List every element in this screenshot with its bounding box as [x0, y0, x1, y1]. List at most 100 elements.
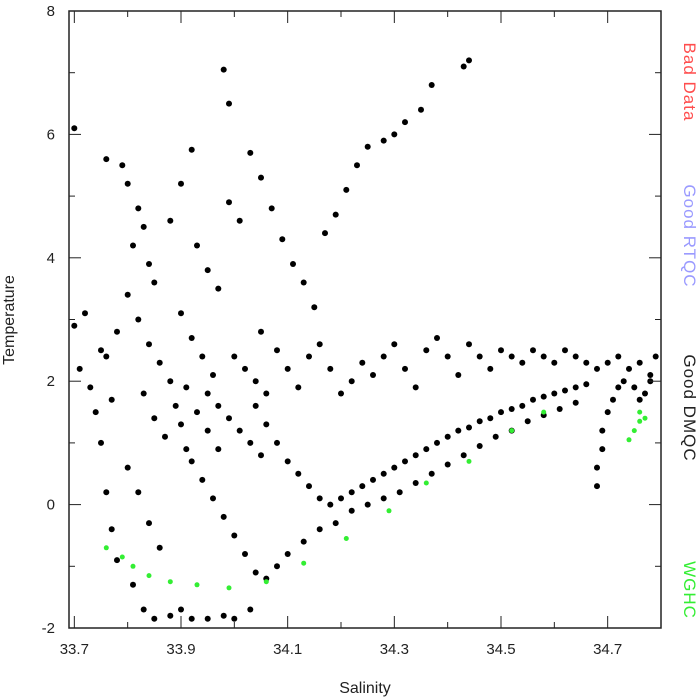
dmqc-point-3: [82, 310, 88, 317]
dmqc-point-196: [263, 390, 270, 397]
dmqc-point-74: [322, 230, 328, 237]
dmqc-point-76: [343, 186, 350, 193]
dmqc-point-28: [146, 520, 152, 527]
dmqc-point-162: [615, 384, 622, 391]
dmqc-point-70: [279, 236, 286, 243]
dmqc-point-77: [354, 162, 360, 169]
wghc-point-17: [637, 418, 643, 424]
dmqc-point-199: [178, 421, 184, 428]
dmqc-point-47: [215, 446, 222, 453]
dmqc-point-56: [274, 563, 280, 570]
dmqc-point-32: [151, 615, 158, 622]
dmqc-point-172: [348, 507, 355, 514]
dmqc-point-132: [338, 495, 344, 502]
wghc-point-3: [146, 573, 152, 579]
dmqc-point-202: [98, 347, 104, 354]
dmqc-point-107: [487, 365, 494, 372]
dmqc-point-80: [391, 131, 398, 138]
dmqc-point-6: [103, 489, 110, 496]
dmqc-point-149: [519, 402, 526, 409]
dmqc-point-194: [242, 365, 248, 372]
dmqc-point-120: [626, 365, 632, 372]
x-tick-label: 34.3: [380, 641, 409, 658]
dmqc-point-78: [364, 143, 371, 150]
dmqc-point-24: [151, 415, 158, 422]
dmqc-point-11: [124, 291, 131, 298]
dmqc-point-183: [524, 418, 531, 425]
dmqc-point-190: [236, 427, 243, 434]
x-tick-label: 33.9: [166, 641, 195, 658]
wghc-point-10: [386, 508, 392, 514]
dmqc-point-13: [119, 162, 126, 169]
dmqc-point-178: [444, 461, 451, 468]
dmqc-point-66: [226, 100, 232, 107]
dmqc-point-15: [135, 205, 142, 212]
dmqc-point-14: [124, 180, 131, 187]
axes: 33.7 33.9 34.1 34.3 34.5 34.7 -2 0 2 4 6 8: [42, 3, 661, 658]
dmqc-point-41: [188, 335, 195, 341]
dmqc-point-175: [396, 489, 403, 496]
dmqc-point-21: [146, 341, 152, 348]
dmqc-point-179: [460, 452, 467, 459]
wghc-point-11: [423, 480, 429, 486]
dmqc-point-159: [599, 427, 606, 434]
dmqc-point-108: [498, 347, 504, 354]
x-axis-label: Salinity: [339, 680, 391, 697]
dmqc-point-170: [316, 526, 323, 533]
dmqc-point-192: [258, 452, 264, 459]
dmqc-point-113: [551, 359, 558, 366]
plot-frame: [68, 10, 662, 629]
dmqc-point-53: [242, 551, 248, 557]
dmqc-point-166: [642, 390, 648, 397]
legend-item-2: Good DMQC: [680, 354, 699, 461]
dmqc-point-168: [284, 551, 291, 557]
dmqc-point-40: [178, 310, 184, 317]
dmqc-point-105: [466, 341, 472, 348]
dmqc-point-62: [215, 285, 222, 292]
dmqc-point-72: [300, 279, 307, 286]
dmqc-point-64: [236, 217, 243, 224]
wghc-point-16: [631, 428, 637, 434]
dmqc-point-156: [594, 483, 600, 490]
dmqc-point-102: [434, 335, 440, 341]
dmqc-point-133: [348, 489, 355, 496]
dmqc-point-31: [140, 606, 147, 613]
dmqc-point-52: [231, 532, 238, 539]
x-tick-label: 34.1: [273, 641, 302, 658]
dmqc-point-29: [156, 544, 163, 551]
dmqc-point-146: [487, 415, 494, 422]
y-tick-label: 0: [47, 497, 55, 514]
dmqc-point-163: [620, 378, 627, 385]
dmqc-point-158: [599, 446, 606, 453]
dmqc-point-114: [562, 347, 568, 354]
dmqc-point-38: [231, 615, 238, 622]
dmqc-point-128: [295, 470, 302, 477]
dmqc-point-154: [572, 384, 579, 391]
dmqc-point-136: [380, 470, 387, 477]
dmqc-point-185: [556, 406, 563, 412]
dmqc-point-96: [370, 372, 376, 378]
dmqc-point-12: [103, 156, 110, 163]
dmqc-point-181: [492, 433, 499, 440]
dmqc-point-46: [204, 427, 211, 434]
dmqc-point-73: [311, 304, 318, 311]
dmqc-point-138: [402, 458, 408, 465]
y-tick-label: 4: [47, 250, 55, 267]
dmqc-point-9: [103, 353, 110, 360]
dmqc-point-87: [274, 347, 280, 354]
dmqc-point-134: [359, 483, 366, 490]
dmqc-point-119: [615, 353, 622, 360]
dmqc-point-143: [455, 427, 462, 434]
dmqc-point-148: [508, 406, 515, 412]
dmqc-point-177: [428, 470, 435, 477]
dmqc-point-161: [610, 396, 616, 403]
dmqc-point-127: [284, 458, 291, 465]
dmqc-point-110: [519, 359, 526, 366]
wghc-point-4: [167, 579, 173, 585]
y-tick-label: -2: [42, 620, 55, 637]
dmqc-point-57: [178, 180, 184, 187]
legend-item-3: WGHC: [680, 561, 699, 619]
dmqc-point-22: [156, 359, 163, 366]
dmqc-point-7: [108, 526, 115, 533]
